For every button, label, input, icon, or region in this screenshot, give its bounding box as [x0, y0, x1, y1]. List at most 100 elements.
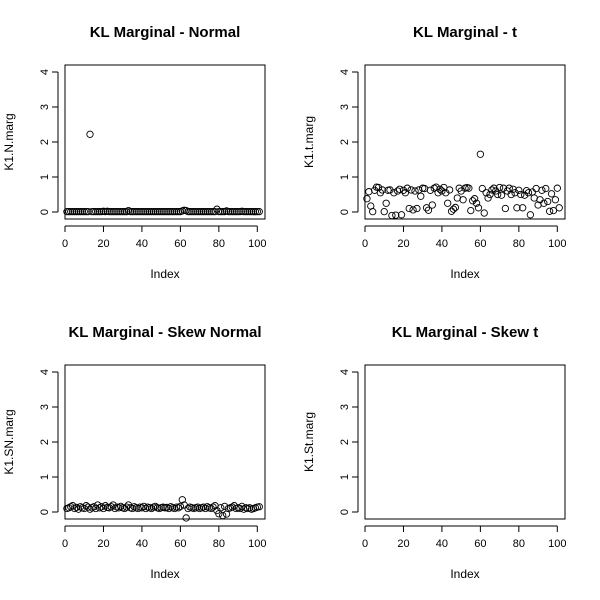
- data-point: [524, 189, 533, 197]
- x-axis-label: Index: [450, 567, 479, 581]
- data-point: [249, 207, 258, 216]
- data-point: [142, 207, 150, 216]
- x-tick-label: 20: [97, 238, 109, 250]
- y-tick-label: 3: [39, 104, 51, 110]
- x-tick-label: 0: [362, 238, 368, 250]
- data-point: [138, 504, 146, 512]
- y-axis-label: K1.SN.marg: [2, 409, 16, 474]
- data-point: [90, 207, 98, 216]
- data-point: [92, 207, 100, 216]
- x-tick-label: 80: [513, 238, 525, 250]
- data-point: [434, 189, 442, 197]
- data-point: [140, 207, 148, 216]
- data-point: [470, 195, 479, 203]
- y-tick-label: 4: [39, 69, 51, 75]
- data-point: [72, 207, 81, 216]
- data-point: [117, 502, 125, 511]
- data-point: [411, 187, 419, 195]
- data-point: [424, 206, 433, 214]
- data-point: [449, 205, 458, 213]
- data-point: [142, 504, 150, 513]
- data-point: [501, 204, 510, 213]
- x-axis-label: Index: [150, 267, 179, 281]
- data-point: [165, 207, 173, 216]
- x-tick-label: 0: [362, 538, 368, 550]
- data-point: [426, 186, 435, 194]
- y-tick-label: 3: [339, 104, 351, 110]
- data-point: [244, 207, 252, 216]
- data-point: [144, 207, 152, 216]
- data-point: [551, 196, 560, 204]
- data-point: [65, 207, 73, 216]
- data-point: [76, 207, 85, 216]
- data-points: [63, 130, 263, 216]
- y-axis-label: K1.t.marg: [302, 116, 316, 168]
- data-point: [74, 207, 83, 216]
- data-point: [211, 207, 219, 216]
- plot-frame: [64, 64, 266, 220]
- data-point: [190, 207, 198, 216]
- data-point: [136, 207, 144, 216]
- data-point: [155, 207, 163, 216]
- data-point: [147, 504, 156, 513]
- plot-frame: [364, 64, 566, 220]
- data-point: [245, 504, 254, 512]
- data-point: [545, 207, 554, 215]
- data-point: [82, 207, 90, 216]
- data-point: [447, 207, 456, 215]
- data-point: [509, 185, 517, 193]
- data-point: [232, 207, 240, 216]
- data-point: [438, 187, 446, 195]
- data-point: [224, 207, 233, 216]
- data-point: [105, 207, 113, 216]
- data-point: [70, 207, 79, 216]
- data-point: [519, 204, 527, 212]
- data-point: [515, 186, 523, 194]
- data-point: [494, 190, 502, 199]
- data-point: [247, 207, 256, 216]
- data-point: [226, 207, 235, 216]
- x-axis-label: Index: [150, 567, 179, 581]
- data-point: [145, 207, 154, 216]
- y-tick-label: 4: [39, 369, 51, 375]
- data-point: [542, 184, 550, 193]
- y-tick-label: 3: [339, 404, 351, 410]
- data-point: [88, 207, 96, 216]
- data-point: [555, 204, 563, 212]
- data-point: [459, 196, 467, 204]
- data-point: [119, 207, 127, 216]
- data-point: [128, 207, 136, 216]
- data-point: [209, 207, 217, 216]
- data-point: [174, 504, 183, 512]
- data-point: [255, 207, 263, 216]
- data-point: [544, 197, 552, 206]
- data-point: [401, 189, 410, 197]
- data-point: [394, 187, 402, 195]
- data-point: [219, 511, 227, 520]
- data-point: [395, 185, 404, 193]
- data-point: [540, 199, 548, 207]
- data-point: [467, 206, 475, 215]
- data-point: [378, 186, 386, 194]
- y-tick-label: 2: [339, 139, 351, 145]
- data-point: [163, 503, 171, 512]
- data-point: [161, 207, 169, 216]
- data-point: [128, 504, 136, 513]
- data-point: [72, 503, 81, 512]
- data-point: [251, 207, 260, 216]
- data-point: [124, 206, 133, 215]
- y-tick-label: 0: [339, 509, 351, 515]
- data-point: [469, 197, 477, 205]
- data-point: [90, 503, 98, 511]
- data-point: [480, 209, 488, 217]
- data-point: [109, 501, 117, 509]
- data-point: [240, 207, 248, 216]
- data-point: [417, 192, 425, 200]
- data-point: [476, 150, 485, 158]
- data-point: [255, 503, 263, 511]
- data-point: [184, 207, 192, 216]
- data-point: [149, 207, 158, 216]
- x-tick-label: 0: [62, 238, 68, 250]
- data-point: [245, 207, 254, 216]
- data-point: [253, 207, 261, 216]
